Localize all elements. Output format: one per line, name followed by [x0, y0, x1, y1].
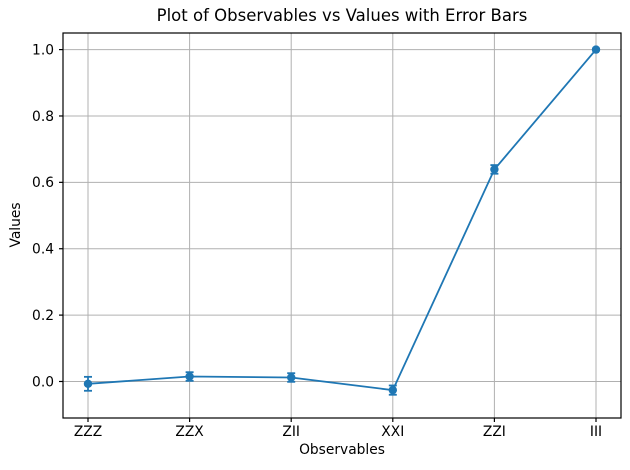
- x-tick-label: ZZI: [483, 424, 506, 440]
- x-axis-label: Observables: [299, 442, 385, 458]
- x-tick-label: XXI: [381, 424, 404, 440]
- chart-title: Plot of Observables vs Values with Error…: [156, 6, 528, 25]
- data-point-marker: [388, 385, 397, 395]
- data-point-marker: [287, 373, 296, 382]
- x-tick-label: III: [590, 424, 602, 440]
- y-tick-label: 1.0: [32, 42, 54, 58]
- data-point-marker: [591, 45, 601, 54]
- y-tick-label: 0.4: [32, 242, 54, 258]
- y-tick-label: 0.2: [32, 308, 54, 324]
- x-tick-label: ZZX: [175, 424, 204, 440]
- y-tick-label: 0.0: [32, 374, 54, 390]
- data-point-marker: [83, 379, 93, 389]
- axes-spines: [62, 32, 622, 419]
- y-tick-label: 0.6: [32, 175, 54, 191]
- data-line: [87, 48, 597, 392]
- data-point-marker: [185, 372, 194, 381]
- x-tick-label: ZII: [282, 424, 300, 440]
- x-tick-label: ZZZ: [74, 424, 102, 440]
- data-point-marker: [490, 165, 499, 174]
- y-tick-label: 0.8: [32, 109, 54, 125]
